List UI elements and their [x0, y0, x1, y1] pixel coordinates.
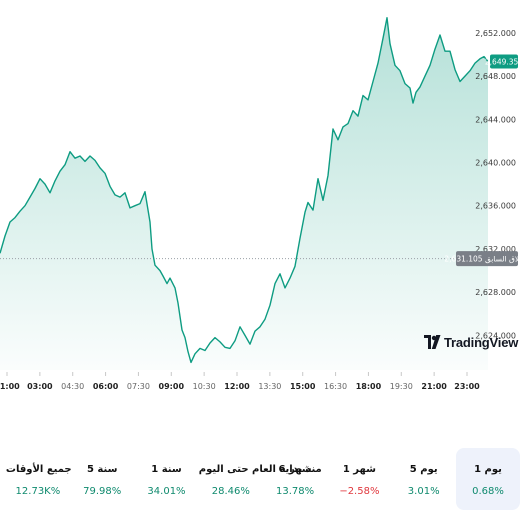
period-tab-label: منذ بداية العام حتى اليوم	[198, 464, 322, 475]
x-tick-label: 21:00	[421, 382, 447, 391]
price-chart[interactable]: 2,624.000 2,628.000 2,632.000 2,636.000 2,64…	[0, 0, 520, 400]
tradingview-wordmark: TradingView	[444, 334, 519, 350]
x-tick-label: 07:30	[127, 382, 150, 391]
period-tab[interactable]: جميع الأوقات 12.73K%	[5, 448, 72, 510]
period-tab-label: 5 سنة	[86, 464, 118, 475]
period-tab-label: جميع الأوقات	[5, 464, 72, 475]
x-tick-label: 13:30	[258, 382, 281, 391]
period-tab-change: 34.01%	[147, 486, 186, 497]
x-tick-label: 19:30	[390, 382, 413, 391]
x-tick-label: 18:00	[356, 382, 382, 391]
last-price-value: 2,649.351	[485, 57, 520, 66]
y-tick-label: 2,644.000	[475, 115, 516, 124]
period-tabs: 1 يوم 0.68% 5 يوم 3.01% 1 شهر −2.58% 6 شهر 13.7…	[0, 448, 520, 514]
price-area	[0, 17, 488, 370]
x-tick-label: 06:00	[93, 382, 119, 391]
y-tick-label: 2,632.000	[475, 245, 516, 254]
period-tab-label: 5 يوم	[409, 464, 438, 475]
x-tick-label: 10:30	[193, 382, 216, 391]
period-tab[interactable]: 5 سنة 79.98%	[70, 448, 134, 510]
period-tab[interactable]: 6 شهر 13.78%	[263, 448, 327, 510]
period-tab-change: 28.46%	[211, 486, 250, 497]
x-tick-label: 03:00	[27, 382, 53, 391]
period-tab-label: 1 سنة	[151, 464, 182, 475]
x-tick-label: 12:00	[224, 382, 250, 391]
period-tab[interactable]: 1 شهر −2.58%	[327, 448, 391, 510]
y-tick-label: 2,624.000	[475, 331, 516, 340]
period-tab-change: 13.78%	[276, 486, 315, 497]
y-tick-label: 2,628.000	[475, 288, 516, 297]
last-price-badge: 2,649.351	[485, 54, 520, 69]
y-tick-label: 2,640.000	[475, 159, 516, 168]
period-tab[interactable]: 1 يوم 0.68%	[456, 448, 520, 510]
x-tick-label: 23:00	[454, 382, 480, 391]
period-tab-label: 6 شهر	[278, 464, 312, 475]
x-tick-label: 01:00	[0, 382, 20, 391]
period-tab-change: −2.58%	[339, 486, 380, 497]
period-tab-change: 12.73K%	[15, 486, 61, 497]
price-line	[0, 17, 489, 364]
tradingview-icon	[424, 335, 441, 349]
period-tab[interactable]: منذ بداية العام حتى اليوم 28.46%	[198, 448, 322, 510]
y-tick-label: 2,652.000	[475, 29, 516, 38]
period-tab-change: 79.98%	[83, 486, 122, 497]
y-axis: 2,624.000 2,628.000 2,632.000 2,636.000 2,64…	[475, 29, 516, 341]
period-tab-label: 1 يوم	[474, 464, 502, 475]
y-tick-label: 2,636.000	[475, 202, 516, 211]
x-tick-label: 15:00	[290, 382, 316, 391]
tradingview-logo: TradingView	[424, 333, 518, 351]
period-tab[interactable]: 5 يوم 3.01%	[392, 448, 456, 510]
period-tab-label: 1 شهر	[342, 464, 376, 475]
x-tick-label: 09:00	[159, 382, 185, 391]
period-tab-change: 0.68%	[472, 486, 504, 497]
period-tab-change: 3.01%	[407, 486, 440, 497]
x-tick-label: 16:30	[324, 382, 347, 391]
y-tick-label: 2,648.000	[475, 72, 516, 81]
period-tab[interactable]: 1 سنة 34.01%	[135, 448, 199, 510]
x-axis: 01:00 03:00 04:30 06:00 07:30 09:00 10:30 12:00…	[0, 372, 480, 391]
previous-close-label: الإغلاق السابق 2,631.105	[444, 255, 520, 264]
previous-close-badge: الإغلاق السابق 2,631.105	[444, 251, 520, 267]
x-tick-label: 04:30	[61, 382, 84, 391]
